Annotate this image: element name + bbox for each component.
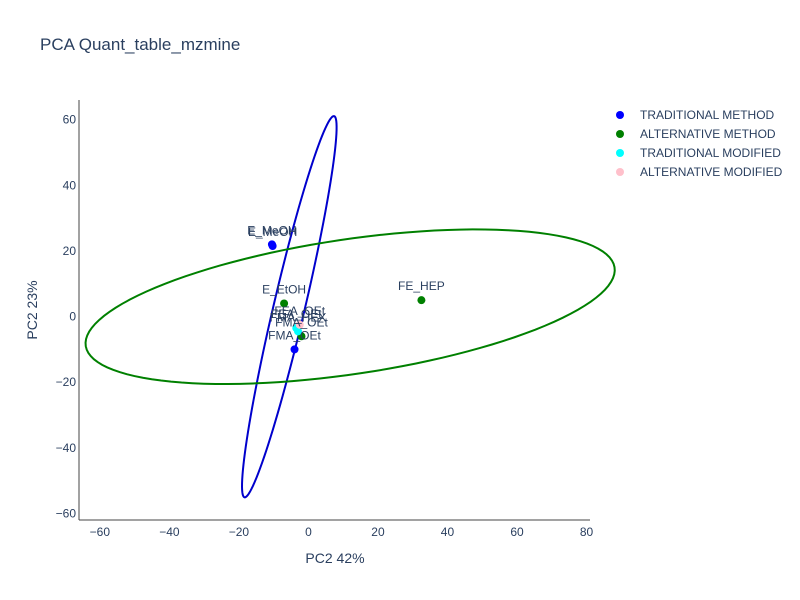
point-label: FEA_OEt — [271, 307, 322, 321]
point-traditional-method[interactable] — [290, 345, 299, 354]
y-tick-label: 20 — [63, 244, 77, 258]
legend-marker — [616, 130, 624, 138]
legend-label: TRADITIONAL METHOD — [640, 108, 775, 122]
legend-label: ALTERNATIVE MODIFIED — [640, 165, 783, 179]
legend-item-alternative-modified[interactable]: ALTERNATIVE MODIFIED — [616, 165, 783, 179]
point-label: FEA_OEt — [274, 304, 325, 318]
axes — [78, 100, 590, 521]
legend-item-traditional-method[interactable]: TRADITIONAL METHOD — [616, 108, 775, 122]
x-tick-label: −40 — [159, 525, 180, 539]
point-labels: E_MeOHE_MeOHFMA_OEtFE_HEPE_EtOHFMA_OEtFM… — [247, 223, 444, 342]
x-tick-labels: −60 −40 −20 0 20 40 60 80 — [90, 525, 594, 539]
legend-item-alternative-method[interactable]: ALTERNATIVE METHOD — [616, 127, 776, 141]
point-label: FMA_OEt — [268, 328, 321, 342]
x-tick-label: −20 — [229, 525, 250, 539]
chart-title: PCA Quant_table_mzmine — [40, 35, 240, 54]
legend-marker — [616, 168, 624, 176]
ellipse-traditional-method — [241, 115, 338, 499]
confidence-ellipses — [84, 115, 616, 499]
point-alternative-modified[interactable] — [295, 320, 304, 329]
point-label: E_EtOH — [262, 282, 306, 296]
legend[interactable]: TRADITIONAL METHOD ALTERNATIVE METHOD TRAD… — [616, 108, 783, 179]
y-tick-label: −60 — [56, 506, 77, 520]
legend-item-traditional-modified[interactable]: TRADITIONAL MODIFIED — [616, 146, 781, 160]
y-tick-label: 60 — [63, 113, 77, 127]
legend-marker — [616, 111, 624, 119]
x-tick-label: 0 — [305, 525, 312, 539]
y-tick-label: −40 — [56, 441, 77, 455]
y-tick-label: 40 — [63, 178, 77, 192]
y-tick-label: 0 — [69, 310, 76, 324]
point-label: E_MeOH — [248, 225, 297, 239]
point-alternative-method[interactable] — [417, 296, 426, 305]
legend-label: TRADITIONAL MODIFIED — [640, 146, 781, 160]
y-tick-label: −20 — [56, 375, 77, 389]
point-label: FE_HEP — [398, 279, 445, 293]
point-label: FMA_OEt — [275, 315, 328, 329]
x-tick-label: 80 — [580, 525, 594, 539]
y-axis-title: PC2 23% — [24, 280, 40, 339]
y-tick-labels: −60 −40 −20 0 20 40 60 — [56, 113, 77, 521]
data-points — [267, 240, 426, 354]
point-alternative-method[interactable] — [280, 299, 289, 308]
ellipse-alternative-method — [84, 228, 616, 386]
x-tick-label: −60 — [90, 525, 111, 539]
point-label: E_MeOH — [247, 223, 296, 237]
x-tick-label: 20 — [371, 525, 385, 539]
x-tick-label: 60 — [510, 525, 524, 539]
x-axis-title: PC2 42% — [305, 550, 364, 566]
x-tick-label: 40 — [441, 525, 455, 539]
point-traditional-method[interactable] — [268, 242, 277, 251]
legend-marker — [616, 149, 624, 157]
legend-label: ALTERNATIVE METHOD — [640, 127, 776, 141]
point-label: FMA_HEX — [270, 310, 327, 324]
